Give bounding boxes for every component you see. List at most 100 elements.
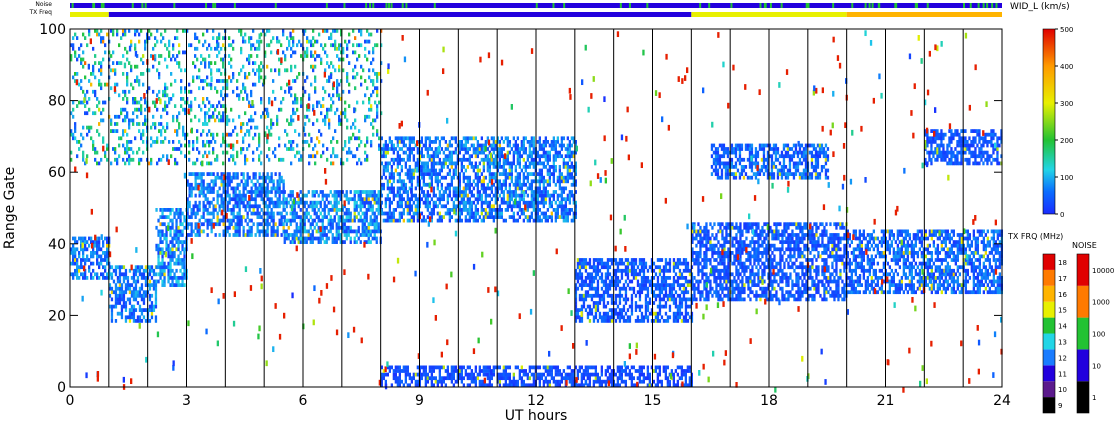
noise-colorbar-cell [1077, 381, 1089, 413]
vertical-markers [108, 29, 964, 387]
width-colorbar-ramp [1042, 28, 1056, 215]
noise-speck [100, 3, 103, 8]
noise-speck [986, 3, 989, 8]
noise-speck [325, 3, 328, 8]
noise-colorbar-tick-label: 10000 [1092, 267, 1114, 275]
x-tick-label: 15 [644, 393, 662, 409]
txfreq-colorbar-cell [1043, 285, 1055, 302]
plot-data [70, 29, 1003, 393]
txfreq-colorbar-cell [1043, 349, 1055, 366]
y-tick-label: 60 [48, 165, 66, 181]
scatter-band-8 [846, 229, 1003, 295]
txfreq-colorbar-tick-label: 17 [1058, 275, 1067, 283]
width-colorbar-tick-label: 300 [1060, 100, 1073, 108]
noise-speck [433, 3, 436, 8]
noise-speck [212, 3, 215, 8]
scatter-band-12 [380, 365, 693, 388]
scatter-speckle [74, 30, 1003, 393]
y-tick-label: 0 [57, 380, 66, 396]
noise-speck [214, 3, 217, 8]
noise-speck [646, 3, 649, 8]
noise-speck [995, 3, 998, 8]
txfreq-colorbar-tick-label: 11 [1058, 370, 1067, 378]
txfreq-colorbar-tick-label: 12 [1058, 354, 1067, 362]
noise-speck [173, 3, 176, 8]
txfreq-colorbar-frame [1042, 253, 1056, 414]
noise-colorbar-cell [1077, 317, 1089, 350]
noise-speck [871, 3, 874, 8]
noise-speck [619, 3, 622, 8]
noise-speck [401, 3, 404, 8]
noise-speck [780, 3, 783, 8]
noise-speck [991, 3, 994, 8]
width-colorbar-tick-label: 100 [1060, 174, 1073, 182]
txfreq-segment [846, 12, 1002, 17]
noise-speck [233, 3, 236, 8]
noise-speck [552, 3, 555, 8]
noise-speck [144, 3, 147, 8]
scatter-band-3 [186, 172, 285, 237]
txfreq-segment [70, 12, 109, 17]
txfreq-colorbar-tick-label: 13 [1058, 338, 1067, 346]
scatter-band-2 [155, 208, 188, 287]
txfreq-colorbar-tick-label: 16 [1058, 291, 1067, 299]
y-axis-label: Range Gate [2, 167, 18, 249]
noise-speck [93, 3, 96, 8]
txfreq-colorbar-cell [1043, 269, 1055, 286]
noise-colorbar-frame [1076, 253, 1090, 414]
x-tick-label: 6 [299, 393, 308, 409]
noise-strip [70, 3, 1002, 8]
txfreq-colorbar-tick-label: 9 [1058, 402, 1062, 410]
noise-speck [102, 3, 105, 8]
noise-speck [388, 3, 391, 8]
txfreq-colorbar-cell [1043, 317, 1055, 334]
noise-speck [274, 3, 277, 8]
txfreq-colorbar-label: TX FRQ (MHz) [1007, 232, 1063, 241]
scatter-band-6 [574, 258, 694, 323]
noise-speck [977, 3, 980, 8]
x-tick-label: 0 [66, 393, 75, 409]
noise-speck [699, 3, 702, 8]
x-axis: 0 3 6 9 12 15 18 21 24 [66, 29, 1011, 409]
noise-speck [764, 3, 767, 8]
x-axis-label: UT hours [505, 408, 568, 424]
y-axis: 0 20 40 60 80 100 [39, 22, 1002, 396]
x-tick-label: 3 [182, 393, 191, 409]
scatter-band-7 [691, 222, 848, 302]
noise-colorbar-label: NOISE [1072, 241, 1097, 250]
noise-speck [982, 3, 985, 8]
width-colorbar-tick-label: 400 [1060, 63, 1073, 71]
noise-speck [343, 3, 346, 8]
noise-speck [535, 3, 538, 8]
y-tick-label: 100 [39, 22, 66, 38]
noise-speck [807, 3, 810, 8]
noise-colorbar-tick-label: 1000 [1092, 299, 1110, 307]
txfreq-colorbar-tick-label: 15 [1058, 307, 1067, 315]
width-colorbar-tick-label: 200 [1060, 137, 1073, 145]
width-colorbar-label: WID_L (km/s) [1010, 2, 1070, 12]
noise-speck [759, 3, 762, 8]
noise-speck [405, 3, 408, 8]
txfreq-colorbar-tick-label: 10 [1058, 386, 1067, 394]
txfreq-segment [691, 12, 847, 17]
noise-strip-label: Noise [35, 1, 52, 8]
noise-speck [71, 3, 74, 8]
noise-speck [962, 3, 965, 8]
noise-speck [141, 3, 144, 8]
x-tick-label: 24 [993, 393, 1011, 409]
y-tick-label: 20 [48, 308, 66, 324]
x-tick-label: 18 [760, 393, 778, 409]
noise-speck [365, 3, 368, 8]
noise-speck [914, 3, 917, 8]
txfreq-colorbar: 9 10 11 12 13 14 15 16 17 18 [1042, 253, 1067, 414]
scatter-band-11 [70, 29, 383, 166]
noise-speck [769, 3, 772, 8]
noise-speck [131, 3, 134, 8]
width-colorbar: 0 100 200 300 400 500 [1042, 26, 1073, 219]
noise-speck [864, 3, 867, 8]
noise-speck [708, 3, 711, 8]
x-tick-label: 12 [527, 393, 545, 409]
noise-speck [369, 3, 372, 8]
scatter-band-5 [380, 136, 577, 223]
